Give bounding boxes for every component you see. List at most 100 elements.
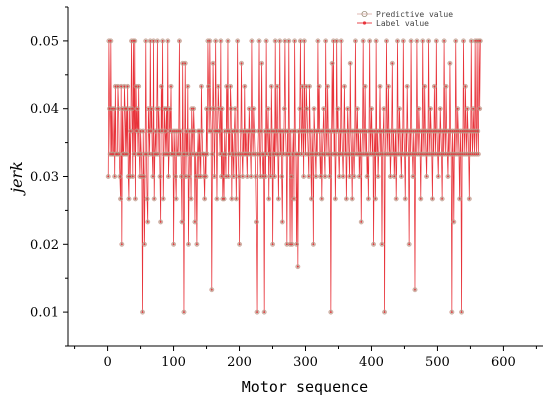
label-value-point xyxy=(367,197,370,200)
label-value-point xyxy=(426,130,429,132)
label-value-point xyxy=(128,197,130,200)
label-value-point xyxy=(474,130,477,132)
label-value-point xyxy=(331,62,334,65)
label-value-point xyxy=(450,153,453,156)
label-value-point xyxy=(173,130,176,132)
label-value-point xyxy=(478,107,481,110)
label-value-point xyxy=(314,153,317,156)
label-value-point xyxy=(408,130,411,132)
label-value-point xyxy=(474,40,477,42)
label-value-point xyxy=(155,153,158,156)
label-value-point xyxy=(259,175,262,178)
label-value-point xyxy=(135,130,138,132)
label-value-point xyxy=(216,130,219,132)
label-value-point xyxy=(395,197,398,200)
label-value-point xyxy=(452,221,455,223)
label-value-point xyxy=(376,130,379,132)
label-value-point xyxy=(466,107,469,110)
label-value-point xyxy=(443,40,445,42)
label-value-point xyxy=(416,130,419,132)
label-value-point xyxy=(415,153,418,156)
label-value-point xyxy=(228,130,231,132)
label-value-point xyxy=(150,130,152,132)
label-value-point xyxy=(368,130,370,132)
label-value-point xyxy=(296,265,299,268)
label-value-point xyxy=(454,40,457,42)
label-value-point xyxy=(239,153,242,156)
label-value-point xyxy=(436,153,439,156)
label-value-point xyxy=(370,107,373,110)
label-value-point xyxy=(326,85,329,88)
label-value-point xyxy=(324,175,326,178)
label-value-point xyxy=(322,107,325,110)
label-value-point xyxy=(200,85,203,88)
label-value-point xyxy=(275,130,278,132)
label-value-point xyxy=(476,40,478,42)
label-value-point xyxy=(120,243,123,246)
label-value-point xyxy=(402,40,405,42)
label-value-point xyxy=(469,130,471,132)
label-value-point xyxy=(418,130,421,132)
label-value-point xyxy=(302,130,304,132)
label-value-point xyxy=(179,153,181,156)
label-value-point xyxy=(428,153,431,156)
label-value-point xyxy=(161,40,164,42)
label-value-point xyxy=(269,153,271,156)
label-value-point xyxy=(144,40,147,42)
label-value-point xyxy=(260,62,263,65)
label-value-point xyxy=(435,40,438,42)
label-value-point xyxy=(158,130,161,132)
label-value-point xyxy=(383,107,385,110)
label-value-point xyxy=(295,153,297,156)
label-value-point xyxy=(451,130,454,132)
label-value-point xyxy=(351,197,354,200)
label-value-point xyxy=(361,130,364,132)
label-value-point xyxy=(274,40,277,42)
label-value-point xyxy=(477,153,480,156)
label-value-point xyxy=(217,85,220,88)
label-value-point xyxy=(460,153,462,156)
label-value-point xyxy=(465,153,468,156)
label-value-point xyxy=(162,153,165,156)
label-value-point xyxy=(252,153,255,156)
label-value-point xyxy=(436,130,438,132)
label-value-point xyxy=(309,130,312,132)
label-value-point xyxy=(414,288,416,291)
label-value-point xyxy=(234,153,237,156)
label-value-point xyxy=(388,153,390,156)
label-value-point xyxy=(447,130,450,132)
label-value-point xyxy=(391,62,394,65)
label-value-point xyxy=(372,130,374,132)
label-value-point xyxy=(472,107,475,110)
label-value-point xyxy=(267,197,270,200)
x-tick-label: 100 xyxy=(161,355,186,370)
label-value-point xyxy=(232,175,235,178)
tick-layer: 0 100 200 300 400 500 600 0.01 0.02 0.03 0.04 0.05 xyxy=(30,6,537,370)
label-value-point xyxy=(446,153,449,156)
label-value-point xyxy=(131,175,134,178)
label-value-point xyxy=(333,153,335,156)
y-tick-label: 0.01 xyxy=(30,306,59,321)
label-value-point xyxy=(373,130,376,132)
label-value-point xyxy=(373,153,376,156)
label-value-point xyxy=(216,197,218,200)
label-value-point xyxy=(300,153,303,156)
label-value-point xyxy=(151,153,154,156)
label-value-point xyxy=(388,130,391,132)
legend-label-label: Label value xyxy=(376,19,429,28)
label-value-point xyxy=(183,311,185,313)
y-tick-label: 0.05 xyxy=(30,34,59,49)
label-value-point xyxy=(284,40,286,42)
label-value-point xyxy=(394,153,396,156)
label-value-point xyxy=(341,153,344,156)
y-tick-label: 0.03 xyxy=(30,170,59,185)
label-value-point xyxy=(404,197,407,200)
label-value-point xyxy=(337,153,340,156)
label-value-point xyxy=(303,40,306,42)
label-value-point xyxy=(429,107,432,110)
label-value-point xyxy=(113,107,115,110)
label-value-point xyxy=(358,175,361,178)
label-value-point xyxy=(417,107,420,110)
label-value-point xyxy=(134,197,137,200)
label-value-point xyxy=(205,107,208,110)
